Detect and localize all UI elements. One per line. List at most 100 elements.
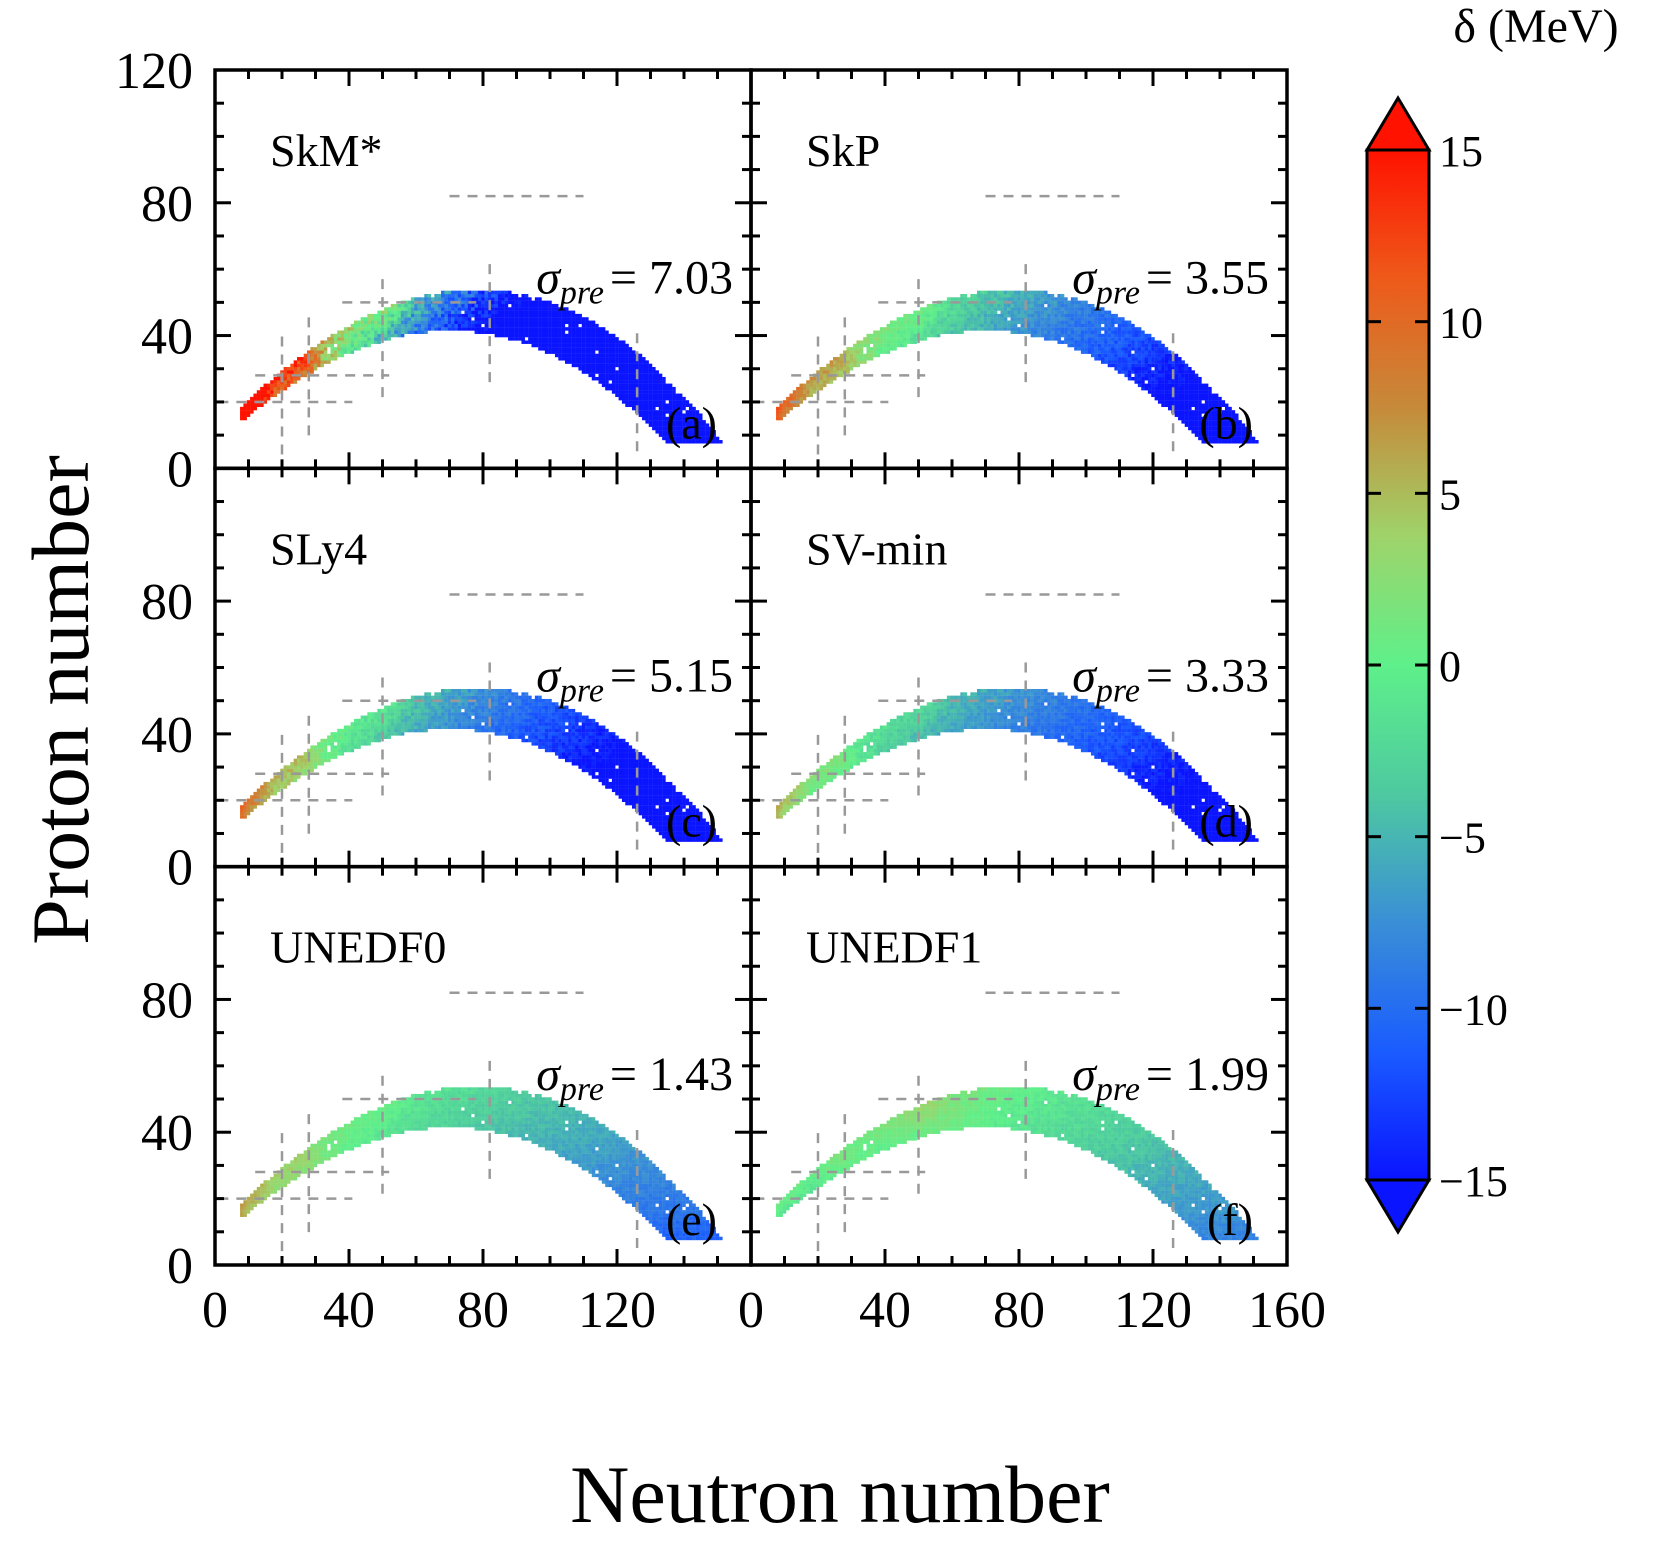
- heatmap-cell: [1204, 396, 1209, 401]
- heatmap-cell: [1204, 413, 1209, 417]
- heatmap-cell: [990, 323, 994, 328]
- heatmap-cell: [889, 337, 894, 341]
- heatmap-cell: [658, 818, 663, 822]
- heatmap-cell: [1147, 390, 1152, 394]
- heatmap-cell: [977, 293, 981, 298]
- heatmap-cell: [541, 340, 546, 344]
- heatmap-cell: [1080, 347, 1085, 351]
- heatmap-cell: [598, 771, 603, 776]
- heatmap-cell: [1013, 327, 1018, 331]
- heatmap-cell: [444, 307, 448, 311]
- heatmap-cell: [983, 297, 988, 301]
- heatmap-cell: [896, 327, 901, 331]
- heatmap-cell: [451, 320, 455, 325]
- heatmap-cell: [1033, 317, 1038, 321]
- heatmap-cell: [608, 765, 613, 769]
- heatmap-cell: [1188, 380, 1192, 384]
- heatmap-cell: [936, 317, 941, 321]
- heatmap-cell: [461, 715, 465, 720]
- heatmap-cell: [776, 416, 780, 421]
- heatmap-cell: [497, 320, 502, 325]
- heatmap-cell: [1107, 343, 1112, 348]
- heatmap-cell: [1037, 300, 1041, 305]
- heatmap-cell: [1027, 320, 1031, 325]
- heatmap-cell: [360, 722, 365, 726]
- heatmap-cell: [910, 323, 914, 328]
- heatmap-cell: [702, 426, 706, 431]
- heatmap-cell: [615, 745, 619, 749]
- heatmap-cell: [337, 748, 341, 753]
- heatmap-cell: [655, 416, 659, 421]
- heatmap-cell: [1020, 310, 1025, 315]
- heatmap-cell: [427, 722, 432, 726]
- heatmap-cell: [588, 771, 592, 776]
- heatmap-cell: [601, 775, 606, 779]
- heatmap-cell: [631, 778, 636, 783]
- heatmap-cell: [903, 327, 907, 331]
- heatmap-cell: [977, 323, 981, 328]
- heatmap-cell: [1151, 380, 1155, 384]
- heatmap-cell: [250, 795, 254, 799]
- heatmap-cell: [1047, 320, 1051, 325]
- heatmap-cell: [926, 320, 931, 325]
- heatmap-cell: [1154, 363, 1159, 368]
- heatmap-cell: [464, 702, 469, 706]
- heatmap-cell: [906, 320, 911, 325]
- heatmap-cell: [303, 755, 308, 759]
- heatmap-cell: [642, 363, 646, 368]
- heatmap-cell: [481, 290, 485, 295]
- heatmap-cell: [1087, 313, 1092, 318]
- heatmap-cell: [1194, 426, 1199, 431]
- sigma-label: σpre = 3.55: [1072, 251, 1269, 311]
- heatmap-cell: [1017, 300, 1021, 305]
- heatmap-cell: [561, 738, 566, 743]
- heatmap-cell: [1100, 317, 1105, 321]
- heatmap-cell: [554, 353, 559, 358]
- heatmap-cell: [1003, 320, 1008, 325]
- heatmap-cell: [1084, 340, 1088, 344]
- heatmap-cell: [682, 436, 686, 441]
- heatmap-cell: [551, 317, 556, 321]
- heatmap-cell: [816, 370, 820, 374]
- heatmap-cell: [1097, 310, 1102, 315]
- heatmap-cell: [558, 725, 562, 729]
- heatmap-cell: [1184, 396, 1189, 401]
- heatmap-cell: [980, 293, 984, 298]
- heatmap-cell: [631, 350, 636, 354]
- heatmap-cell: [417, 330, 422, 334]
- heatmap-cell: [1033, 297, 1038, 301]
- heatmap-cell: [518, 313, 522, 318]
- heatmap-cell: [685, 433, 690, 437]
- heatmap-cell: [407, 320, 412, 325]
- heatmap-cell: [802, 386, 807, 391]
- heatmap-cell: [424, 718, 428, 723]
- heatmap-cell: [263, 393, 268, 398]
- heatmap-cell: [538, 347, 542, 351]
- heatmap-cell: [1074, 307, 1078, 311]
- heatmap-cell: [923, 327, 927, 331]
- heatmap-cell: [464, 307, 469, 311]
- heatmap-cell: [611, 390, 616, 394]
- heatmap-cell: [571, 732, 576, 736]
- heatmap-cell: [564, 735, 569, 739]
- heatmap-cell: [1107, 363, 1112, 368]
- heatmap-cell: [296, 370, 301, 374]
- heatmap-cell: [467, 303, 472, 308]
- heatmap-cell: [484, 297, 489, 301]
- heatmap-cell: [1070, 303, 1075, 308]
- heatmap-cell: [1064, 333, 1068, 338]
- heatmap-cell: [554, 748, 559, 753]
- heatmap-cell: [786, 406, 790, 411]
- heatmap-cell: [601, 742, 606, 746]
- heatmap-cell: [973, 310, 978, 315]
- heatmap-cell: [591, 323, 596, 328]
- heatmap-cell: [571, 360, 576, 364]
- heatmap-cell: [1064, 300, 1068, 305]
- heatmap-cell: [564, 307, 569, 311]
- heatmap-cell: [1054, 307, 1058, 311]
- heatmap-cell: [578, 363, 582, 368]
- heatmap-cell: [504, 317, 509, 321]
- heatmap-cell: [655, 420, 659, 424]
- heatmap-cell: [953, 297, 958, 301]
- heatmap-cell: [685, 426, 690, 431]
